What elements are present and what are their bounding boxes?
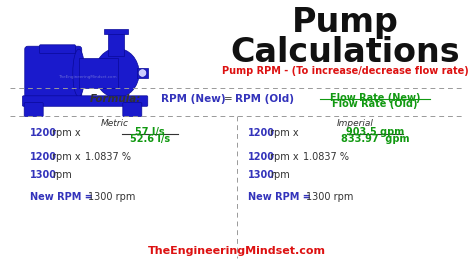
FancyBboxPatch shape bbox=[39, 45, 75, 54]
Text: rpm x: rpm x bbox=[52, 128, 81, 138]
Text: RPM (Old): RPM (Old) bbox=[236, 94, 294, 104]
Ellipse shape bbox=[95, 48, 139, 98]
Text: 52.6 l/s: 52.6 l/s bbox=[130, 134, 170, 144]
Text: 57 l/s: 57 l/s bbox=[135, 127, 165, 137]
Text: 1300 rpm: 1300 rpm bbox=[88, 192, 136, 202]
FancyBboxPatch shape bbox=[79, 58, 118, 88]
FancyBboxPatch shape bbox=[25, 46, 82, 100]
FancyBboxPatch shape bbox=[22, 96, 148, 106]
Text: rpm x: rpm x bbox=[52, 152, 81, 162]
Text: 1200: 1200 bbox=[30, 152, 57, 162]
FancyBboxPatch shape bbox=[104, 29, 128, 34]
Text: 1300: 1300 bbox=[248, 170, 275, 180]
Text: =: = bbox=[224, 94, 232, 104]
FancyBboxPatch shape bbox=[137, 68, 147, 78]
Text: Flow Rate (Old): Flow Rate (Old) bbox=[332, 99, 418, 109]
Text: Pump RPM - (To increase/decrease flow rate): Pump RPM - (To increase/decrease flow ra… bbox=[222, 66, 468, 76]
Circle shape bbox=[138, 69, 147, 77]
Text: rpm: rpm bbox=[52, 170, 72, 180]
Text: 1300: 1300 bbox=[30, 170, 57, 180]
Text: rpm x: rpm x bbox=[270, 128, 299, 138]
Text: 1.0837 %: 1.0837 % bbox=[85, 152, 131, 162]
Text: Metric: Metric bbox=[101, 119, 129, 128]
Text: 1200: 1200 bbox=[30, 128, 57, 138]
Text: Formula:: Formula: bbox=[89, 94, 141, 104]
Text: TheEngineeringMindset.com: TheEngineeringMindset.com bbox=[58, 75, 117, 79]
Text: Imperial: Imperial bbox=[337, 119, 374, 128]
Text: New RPM =: New RPM = bbox=[30, 192, 96, 202]
Text: New RPM =: New RPM = bbox=[248, 192, 314, 202]
Text: 903.5 gpm: 903.5 gpm bbox=[346, 127, 404, 137]
FancyBboxPatch shape bbox=[109, 32, 124, 56]
Text: 1200: 1200 bbox=[248, 128, 275, 138]
Text: rpm x: rpm x bbox=[270, 152, 299, 162]
Text: 1300 rpm: 1300 rpm bbox=[306, 192, 354, 202]
FancyBboxPatch shape bbox=[24, 103, 43, 117]
Text: Calculations: Calculations bbox=[230, 36, 460, 69]
Text: Pump: Pump bbox=[292, 6, 399, 39]
Text: Flow Rate (New): Flow Rate (New) bbox=[330, 93, 420, 103]
Text: TheEngineeringMindset.com: TheEngineeringMindset.com bbox=[148, 246, 326, 256]
Text: rpm: rpm bbox=[270, 170, 290, 180]
Text: RPM (New): RPM (New) bbox=[161, 94, 225, 104]
Text: 833.97  gpm: 833.97 gpm bbox=[341, 134, 409, 144]
Text: 1200: 1200 bbox=[248, 152, 275, 162]
Ellipse shape bbox=[73, 49, 85, 97]
FancyBboxPatch shape bbox=[123, 103, 142, 117]
Text: 1.0837 %: 1.0837 % bbox=[303, 152, 349, 162]
